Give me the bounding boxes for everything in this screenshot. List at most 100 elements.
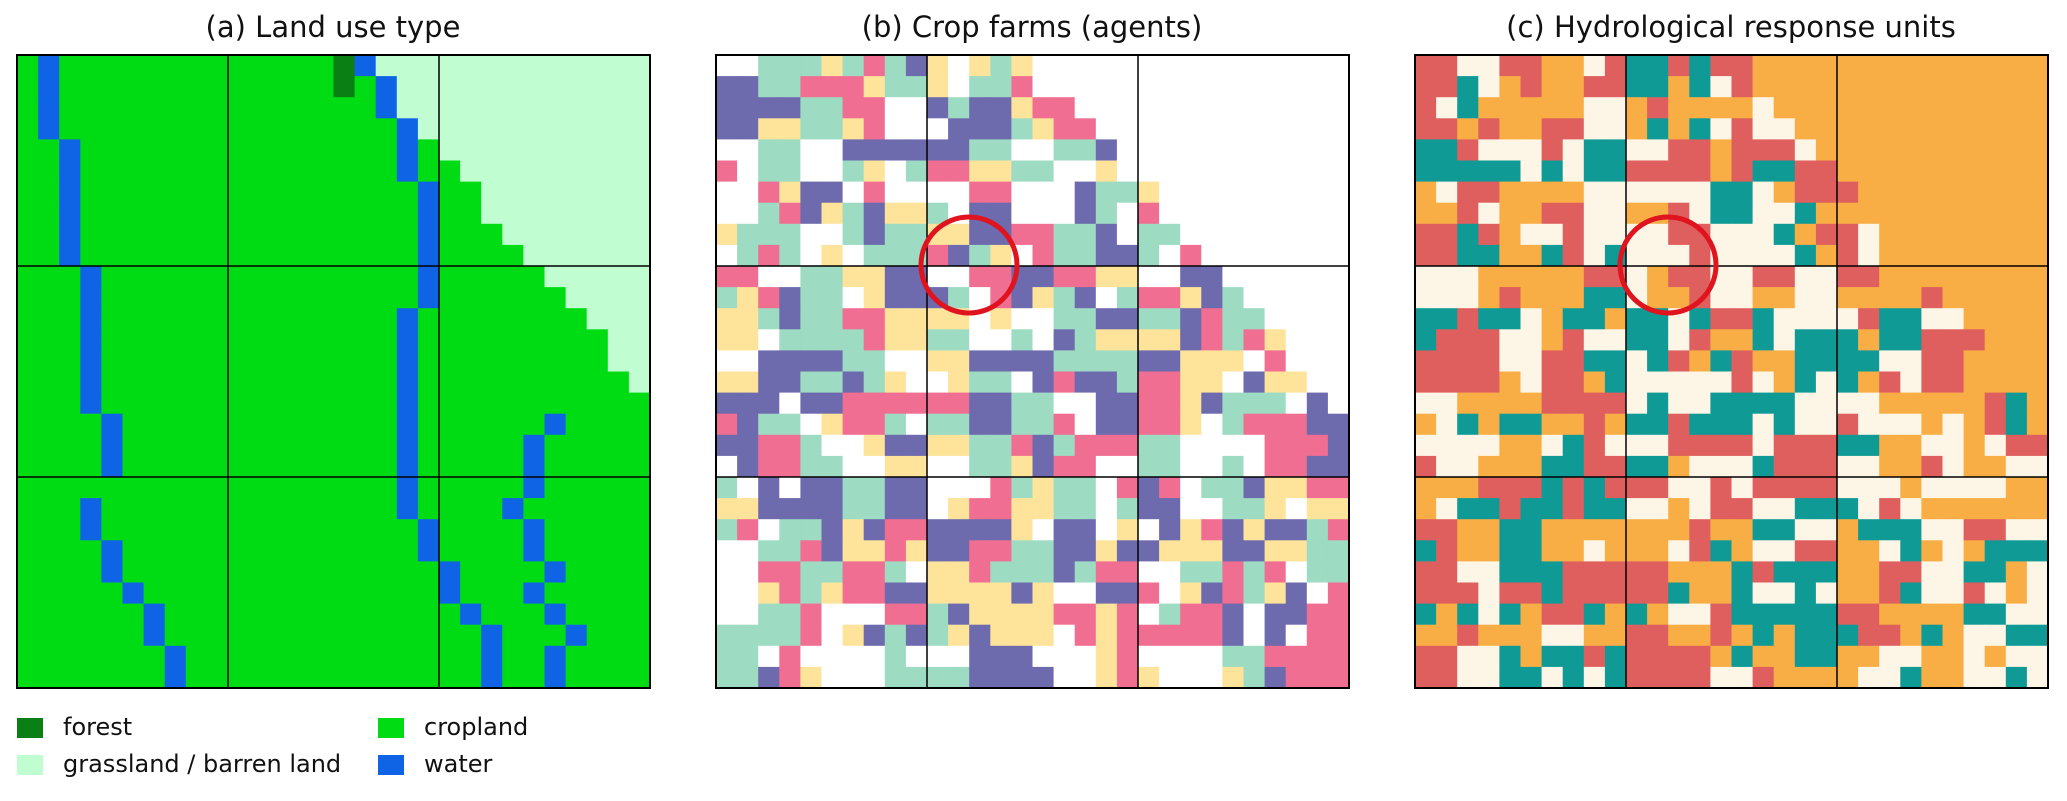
raster-cell — [607, 519, 630, 541]
raster-cell — [758, 244, 780, 267]
raster-cell — [228, 118, 250, 140]
raster-cell — [905, 603, 928, 626]
raster-cell — [164, 308, 187, 330]
raster-cell — [2026, 181, 2049, 204]
raster-cell — [1053, 477, 1076, 499]
raster-cell — [1243, 266, 1266, 288]
raster-cell — [1541, 76, 1564, 98]
raster-cell — [800, 540, 822, 562]
raster-cell — [565, 202, 588, 225]
raster-cell — [1921, 244, 1943, 267]
raster-cell — [17, 455, 39, 478]
raster-cell — [185, 561, 208, 583]
raster-cell — [990, 392, 1012, 415]
raster-cell — [1689, 645, 1711, 668]
raster-cell — [1159, 139, 1181, 161]
raster-cell — [1815, 76, 1838, 98]
raster-cell — [1095, 624, 1118, 647]
raster-cell — [2026, 519, 2049, 541]
raster-cell — [1963, 603, 1986, 626]
raster-cell — [628, 666, 651, 689]
raster-cell — [185, 455, 208, 478]
raster-cell — [800, 308, 822, 330]
raster-cell — [481, 118, 503, 140]
raster-cell — [800, 434, 822, 457]
raster-cell — [206, 519, 229, 541]
raster-cell — [884, 477, 907, 499]
raster-cell — [333, 160, 356, 183]
raster-cell — [164, 666, 187, 689]
raster-cell — [779, 392, 801, 415]
raster-cell — [1562, 266, 1585, 288]
raster-cell — [1201, 181, 1223, 204]
raster-cell — [927, 582, 949, 605]
raster-cell — [1626, 603, 1648, 626]
raster-cell — [164, 55, 187, 77]
raster-cell — [17, 371, 39, 394]
raster-cell — [270, 434, 292, 457]
raster-cell — [1731, 329, 1754, 351]
raster-cell — [758, 603, 780, 626]
raster-cell — [460, 55, 482, 77]
raster-cell — [1053, 287, 1076, 309]
raster-cell — [863, 139, 886, 161]
raster-cell — [396, 266, 419, 288]
raster-cell — [779, 118, 801, 140]
raster-cell — [1731, 97, 1754, 119]
raster-cell — [927, 76, 949, 98]
raster-cell — [122, 76, 145, 98]
raster-cell — [460, 244, 482, 267]
raster-cell — [1306, 76, 1329, 98]
raster-cell — [1815, 392, 1838, 415]
raster-cell — [1499, 371, 1521, 394]
raster-cell — [396, 519, 419, 541]
raster-cell — [1689, 413, 1711, 436]
raster-cell — [565, 350, 588, 372]
raster-cell — [1668, 392, 1690, 415]
raster-cell — [863, 55, 886, 77]
raster-cell — [101, 455, 123, 478]
raster-cell — [354, 118, 377, 140]
raster-cell — [1773, 329, 1796, 351]
raster-cell — [990, 582, 1012, 605]
raster-cell — [333, 434, 356, 457]
raster-cell — [38, 455, 60, 478]
raster-cell — [1963, 118, 1986, 140]
raster-cell — [948, 371, 970, 394]
raster-cell — [1562, 624, 1585, 647]
raster-cell — [990, 55, 1012, 77]
raster-cell — [270, 160, 292, 183]
raster-cell — [333, 244, 356, 267]
raster-cell — [396, 160, 419, 183]
raster-cell — [59, 223, 81, 246]
raster-cell — [143, 118, 166, 140]
raster-cell — [800, 202, 822, 225]
raster-cell — [2026, 645, 2049, 668]
raster-cell — [523, 76, 545, 98]
raster-cell — [544, 181, 567, 204]
raster-cell — [143, 202, 166, 225]
raster-cell — [948, 455, 970, 478]
raster-cell — [1858, 329, 1880, 351]
raster-cell — [460, 582, 482, 605]
raster-cell — [1180, 181, 1202, 204]
raster-cell — [1053, 392, 1076, 415]
raster-cell — [544, 202, 567, 225]
raster-cell — [586, 118, 609, 140]
raster-cell — [502, 519, 524, 541]
raster-cell — [417, 266, 440, 288]
raster-cell — [1095, 118, 1118, 140]
raster-cell — [927, 540, 949, 562]
raster-cell — [905, 97, 928, 119]
raster-cell — [1053, 645, 1076, 668]
raster-cell — [228, 139, 250, 161]
raster-cell — [206, 97, 229, 119]
raster-cell — [1306, 97, 1329, 119]
raster-cell — [291, 97, 313, 119]
raster-cell — [821, 455, 844, 478]
raster-cell — [1984, 329, 2007, 351]
raster-cell — [1773, 202, 1796, 225]
raster-cell — [842, 118, 865, 140]
raster-cell — [38, 329, 60, 351]
raster-cell — [1499, 645, 1521, 668]
